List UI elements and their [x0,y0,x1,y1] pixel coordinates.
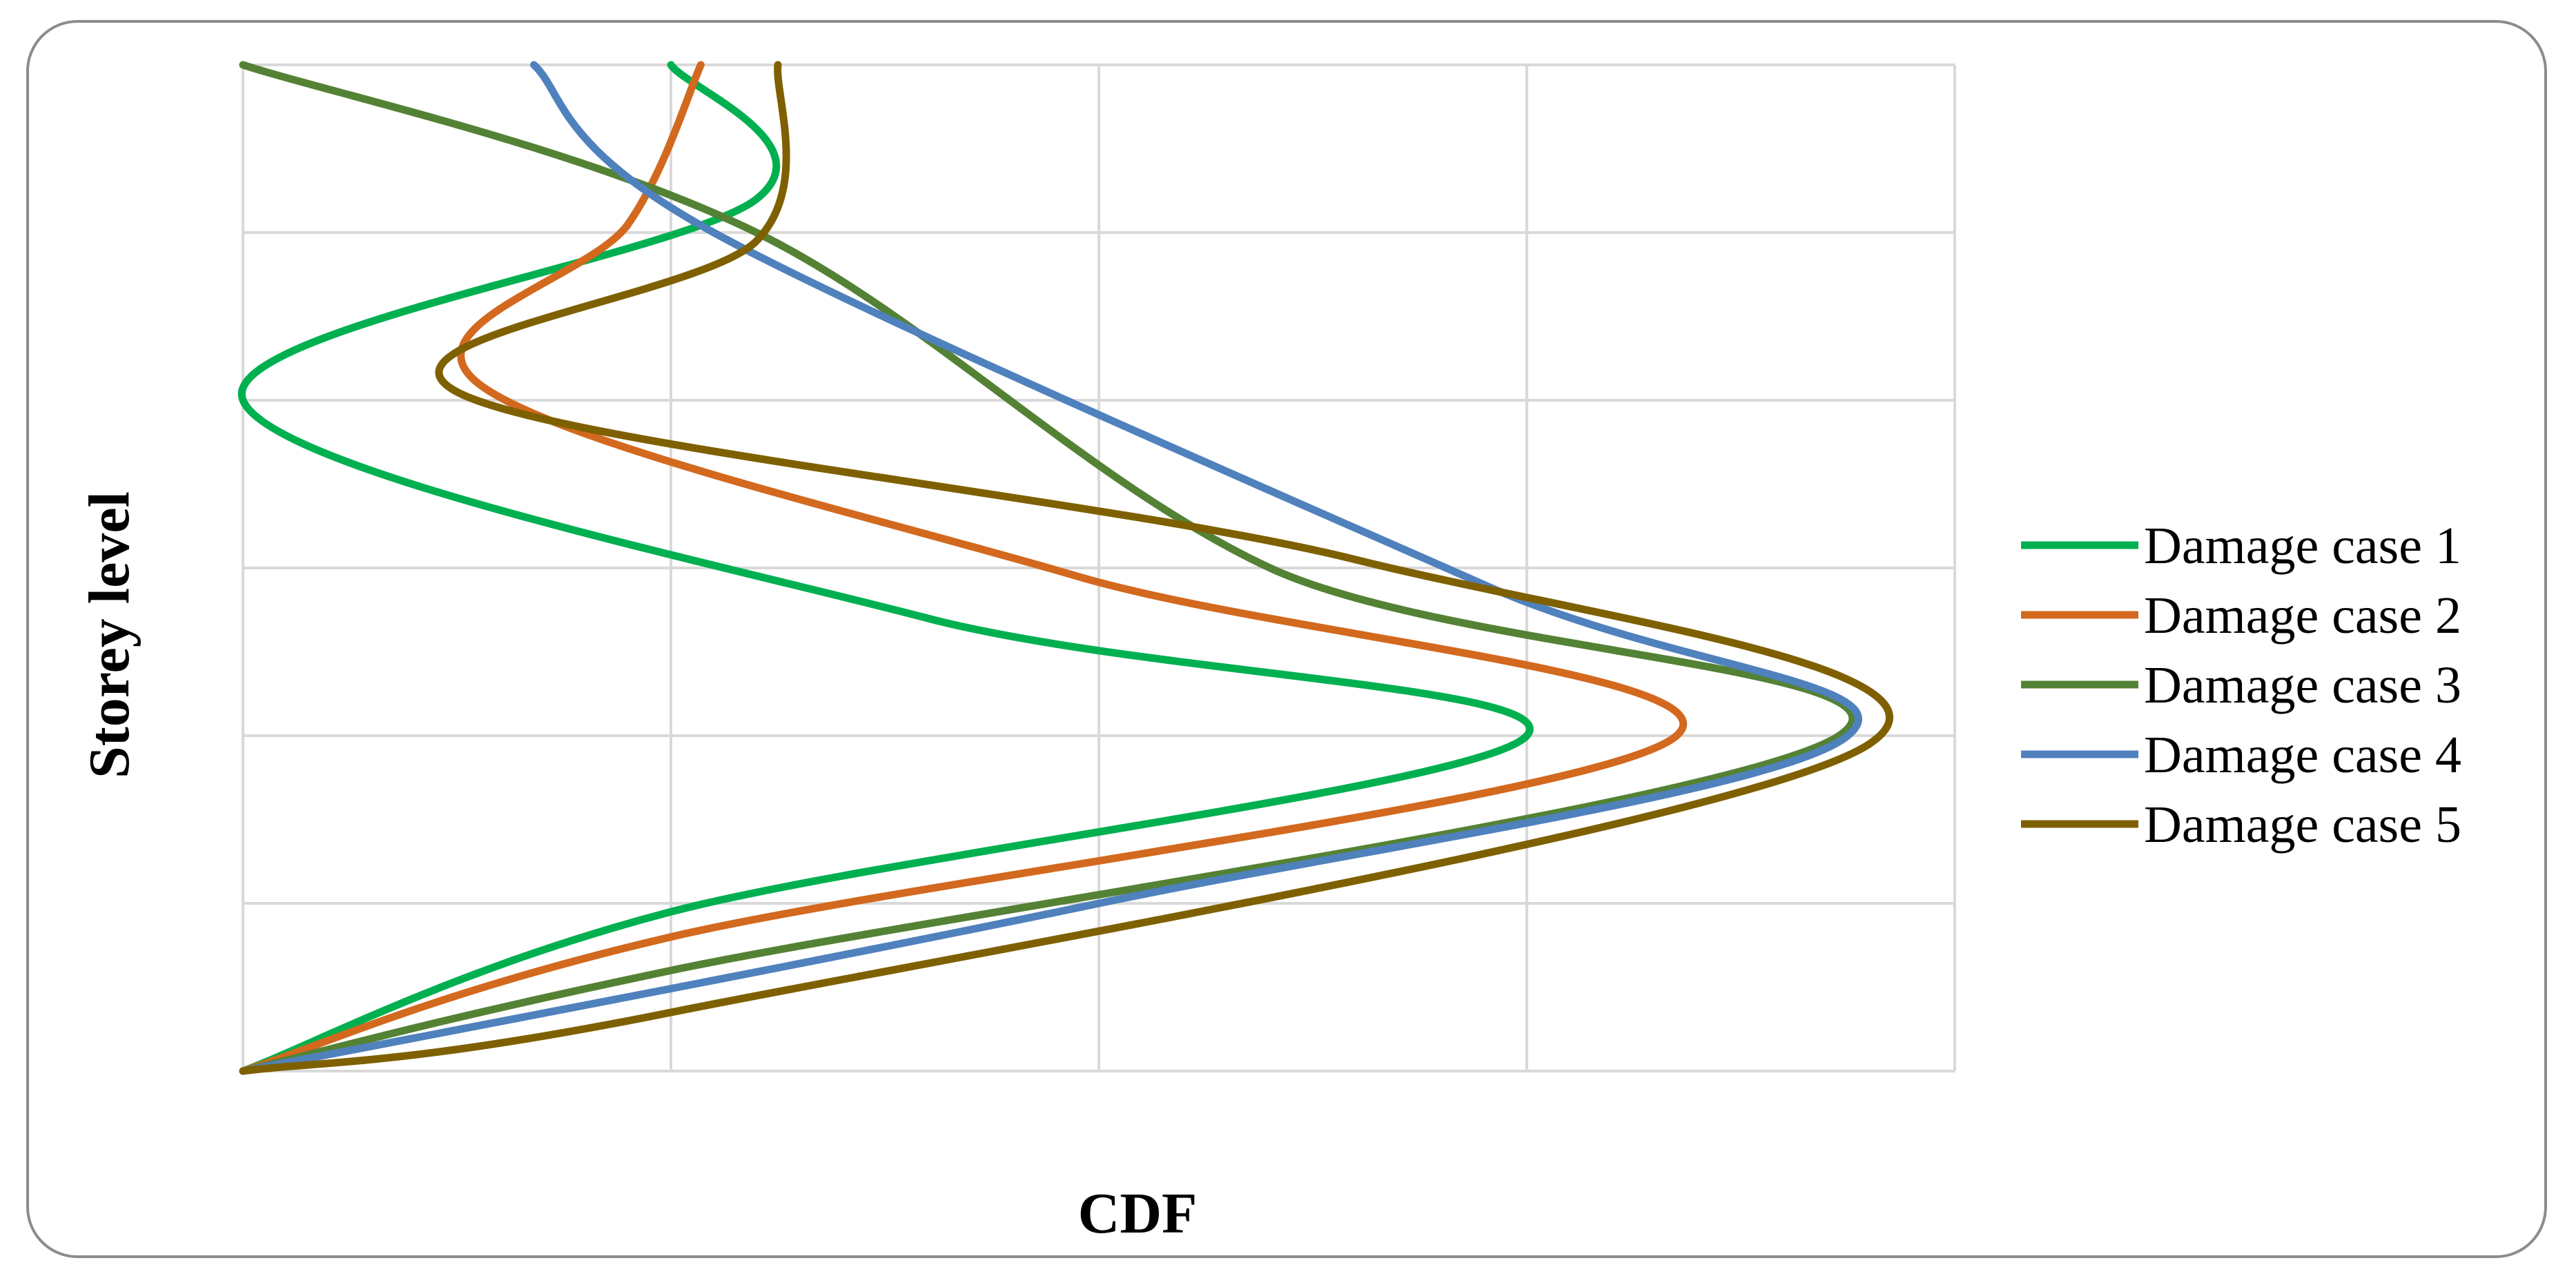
gridlines [242,63,1956,1072]
series-line-3 [239,61,1857,1075]
series-line-1 [237,61,1534,1075]
y-axis-title: Storey level [77,491,142,778]
series-line-4 [239,61,1862,1075]
series-line-5 [239,61,1893,1075]
legend-label-1: Damage case 1 [2144,517,2461,575]
series-layer [237,61,1893,1075]
legend-label-5: Damage case 5 [2144,796,2461,854]
legend-label-4: Damage case 4 [2144,726,2461,784]
series-line-2 [239,61,1687,1075]
x-axis-title: CDF [1078,1181,1198,1246]
legend-label-3: Damage case 3 [2144,656,2461,714]
legend: Damage case 1 Damage case 2 Damage case 3 D… [2021,517,2461,854]
legend-label-2: Damage case 2 [2144,587,2461,645]
